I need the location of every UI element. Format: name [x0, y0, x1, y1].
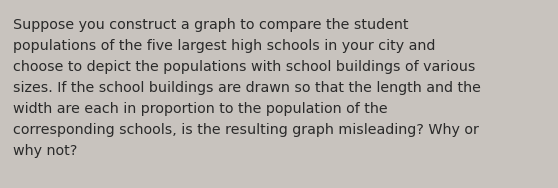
Text: sizes. If the school buildings are drawn so that the length and the: sizes. If the school buildings are drawn… [13, 81, 481, 95]
Text: corresponding​ schools, is the resulting graph misleading? Why or: corresponding​ schools, is the resulting… [13, 123, 479, 137]
Text: width are each in proportion to the population of the: width are each in proportion to the popu… [13, 102, 388, 116]
Text: why not?: why not? [13, 144, 78, 158]
Text: Suppose you construct a graph to compare the student: Suppose you construct a graph to compare… [13, 18, 408, 32]
Text: choose to depict the populations with school buildings of various: choose to depict the populations with sc… [13, 60, 475, 74]
Text: populations of the five largest high schools in your city and: populations of the five largest high sch… [13, 39, 435, 53]
